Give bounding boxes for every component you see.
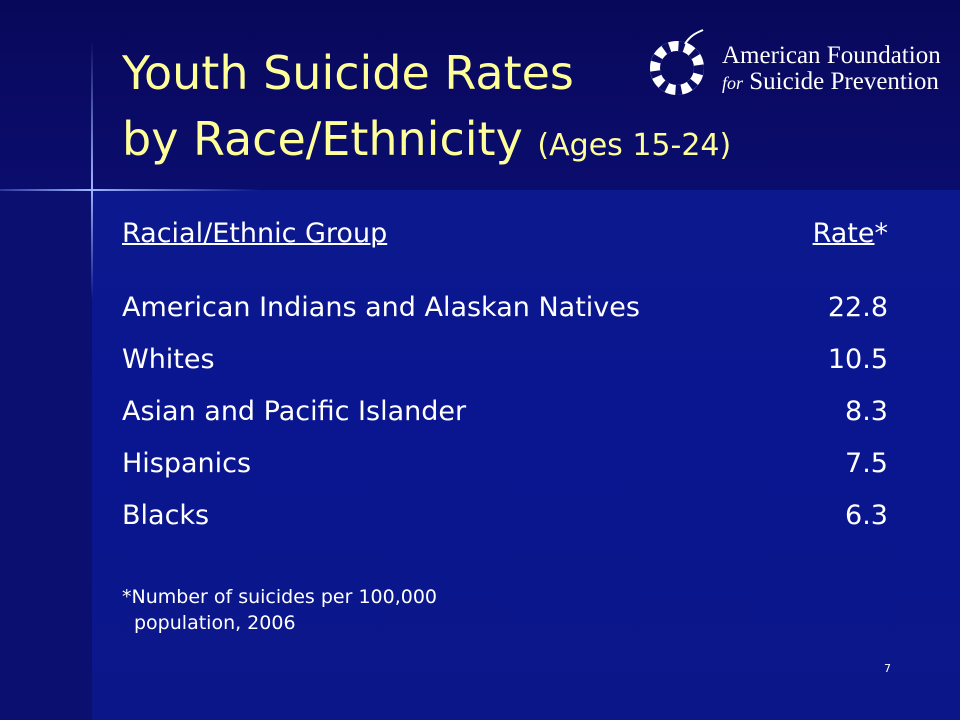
page-number: 7 [884, 662, 891, 675]
logo-text: Suicide Prevention [749, 68, 939, 95]
logo-text: for Suicide Prevention [722, 68, 939, 96]
row-group: Hispanics [122, 448, 252, 479]
row-rate: 22.8 [827, 292, 888, 323]
title-ages: (Ages 15-24) [537, 128, 732, 163]
row-group: Whites [122, 344, 215, 375]
header-rate: Rate* [813, 218, 888, 249]
row-rate: 10.5 [827, 344, 888, 375]
title-line: by Race/Ethnicity (Ages 15-24) [122, 112, 731, 166]
left-band [0, 190, 92, 720]
title-text: by Race/Ethnicity [122, 112, 523, 166]
top-band [0, 0, 960, 190]
row-rate: 8.3 [845, 396, 888, 427]
logo-text: American Foundation [722, 42, 941, 69]
logo-for: for [722, 73, 744, 93]
header-mark: * [874, 218, 889, 249]
header-text: Rate [812, 218, 875, 249]
decor-line [0, 189, 260, 191]
row-group: Asian and Pacific Islander [122, 396, 467, 427]
title-line: Youth Suicide Rates [122, 46, 574, 100]
decor-line [91, 40, 93, 300]
header-group: Racial/Ethnic Group [122, 218, 387, 249]
footnote: population, 2006 [134, 612, 296, 634]
row-group: American Indians and Alaskan Natives [122, 292, 640, 323]
row-rate: 6.3 [845, 500, 888, 531]
header-text: Racial/Ethnic Group [122, 218, 388, 249]
row-rate: 7.5 [845, 448, 888, 479]
row-group: Blacks [122, 500, 210, 531]
logo-icon [650, 29, 704, 95]
footnote: *Number of suicides per 100,000 [122, 586, 438, 608]
